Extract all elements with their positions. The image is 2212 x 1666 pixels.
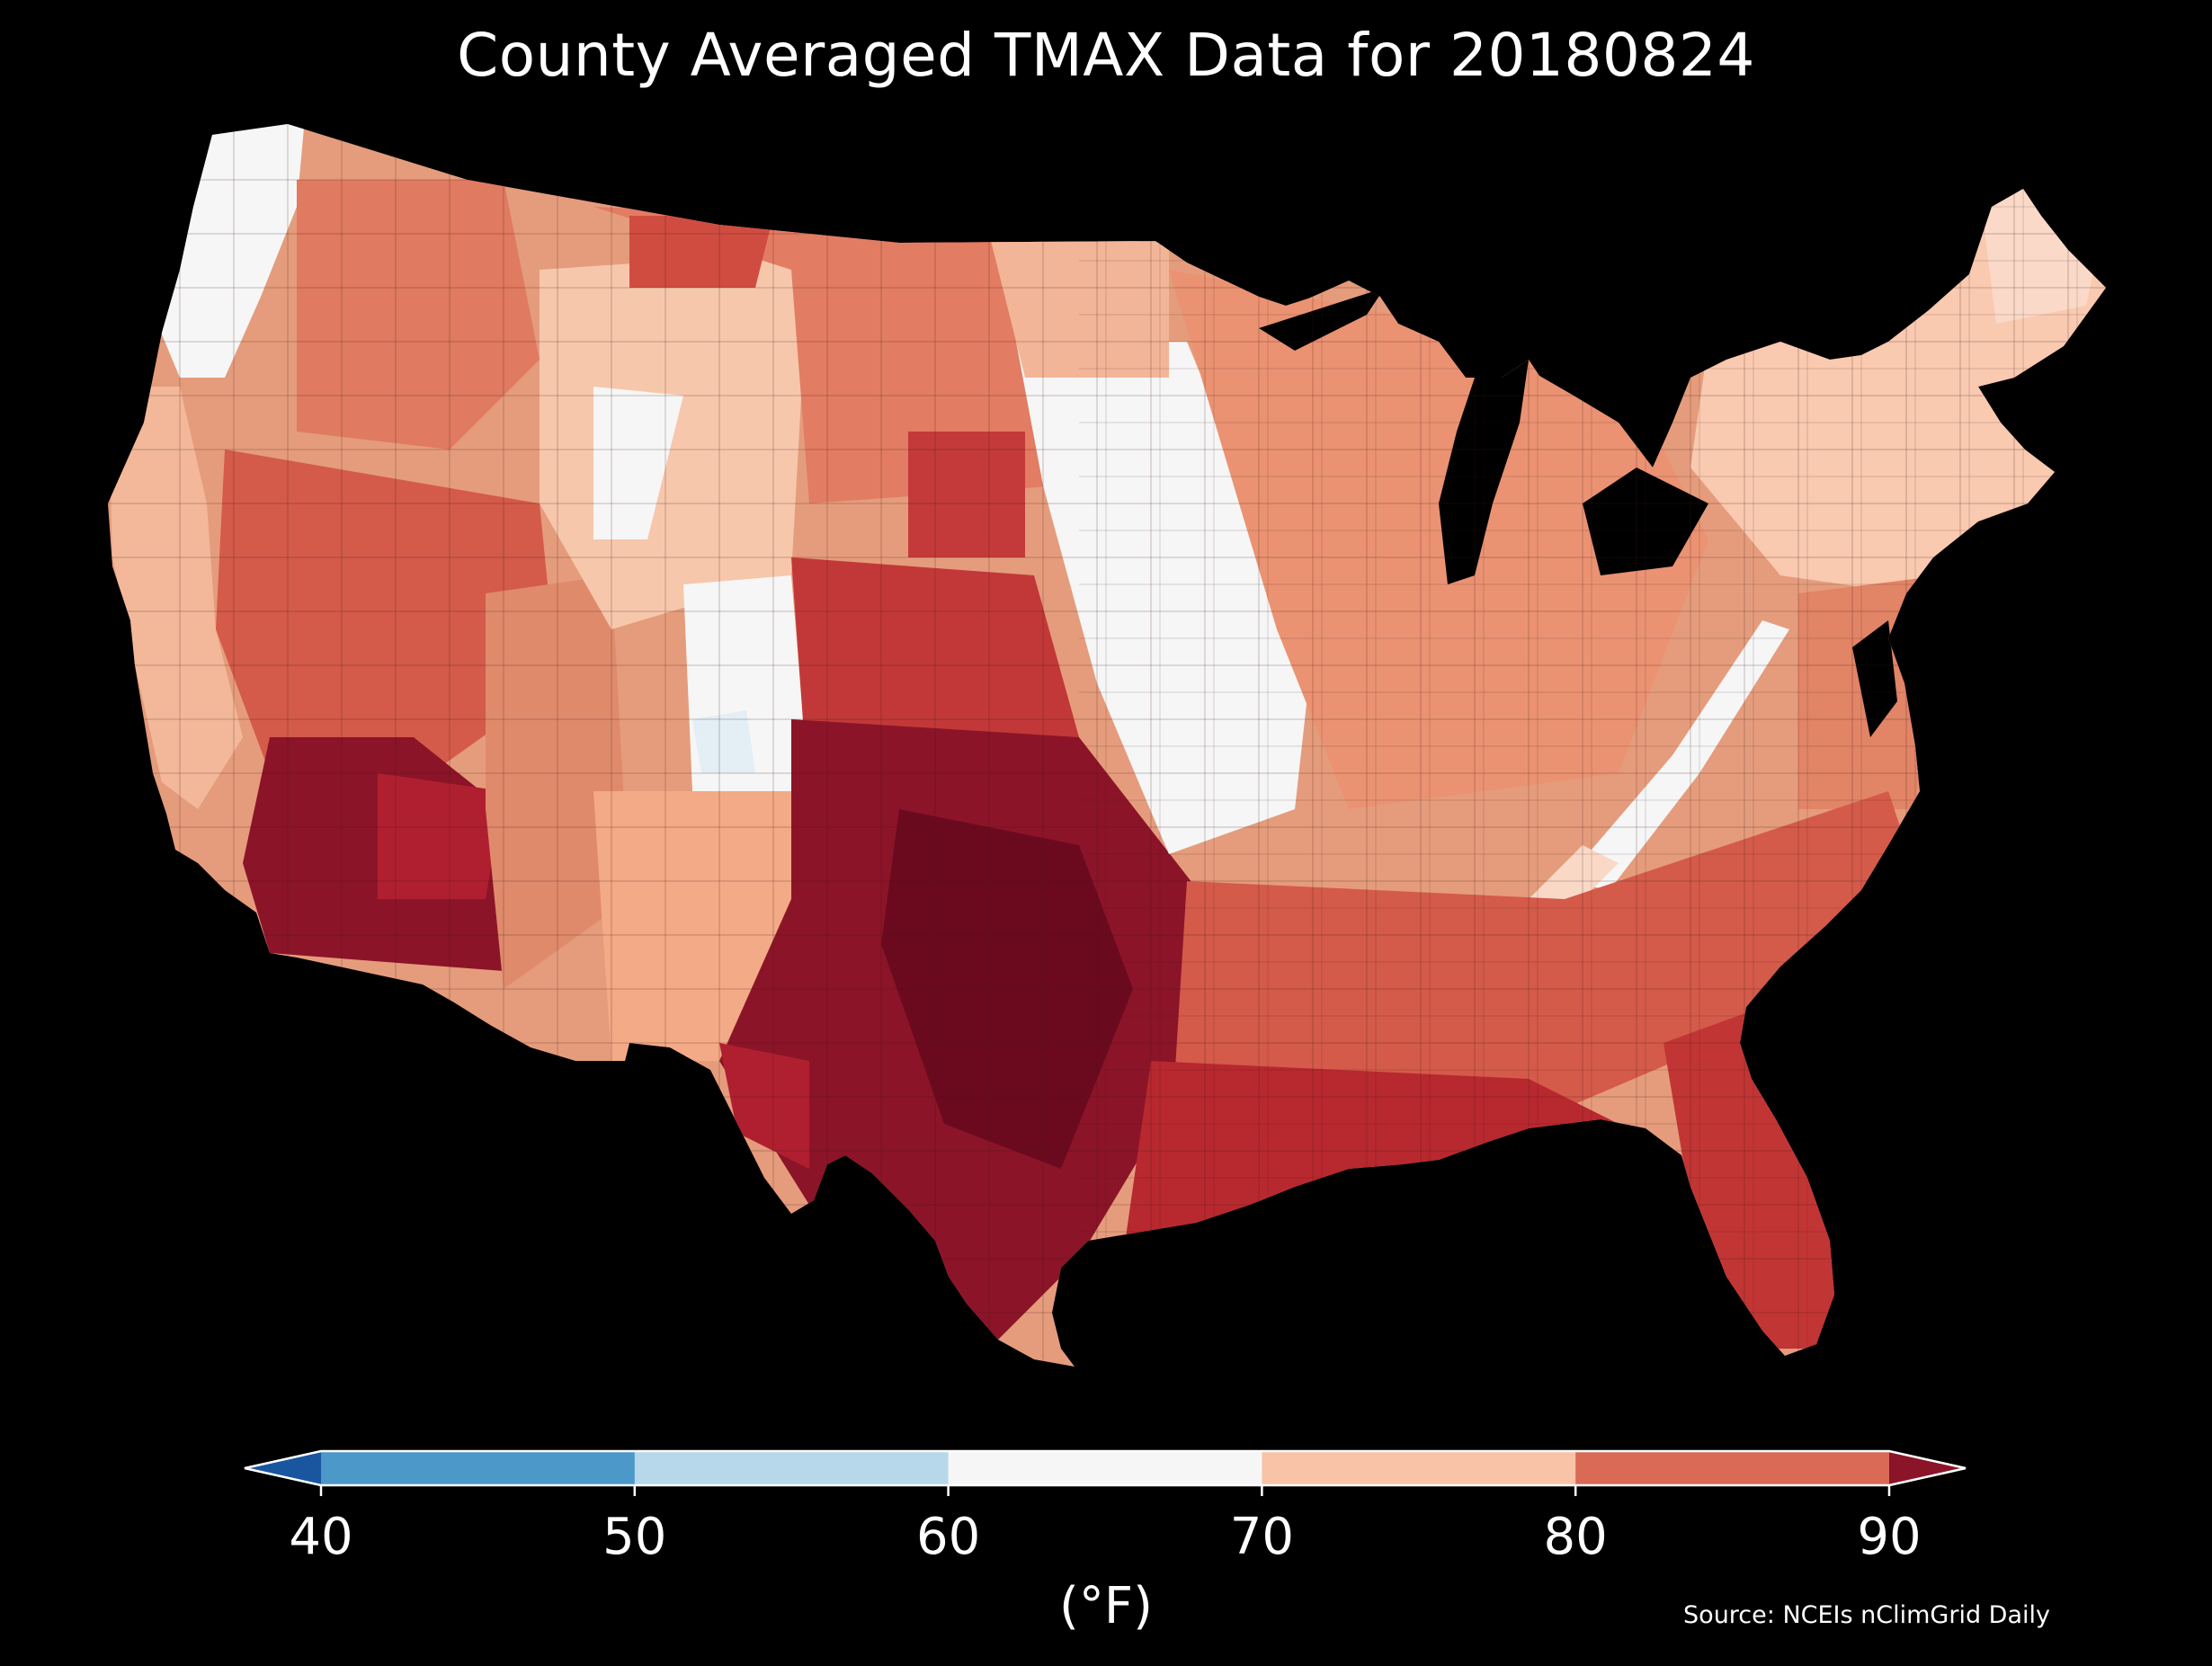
- region-nevada: [216, 450, 557, 773]
- colorbar-tick-label-50: 50: [602, 1508, 667, 1566]
- region-ca-coast: [108, 387, 243, 809]
- region-appalachians: [1565, 620, 1789, 890]
- colorbar-bin-50-60: [634, 1451, 950, 1485]
- region-interior-nw: [297, 180, 540, 450]
- colorbar-bin-60-70: [948, 1451, 1262, 1485]
- region-great-lakes: [1169, 270, 1708, 809]
- chesapeake-bay: [1852, 620, 1897, 737]
- colorbar-tick-label-90: 90: [1857, 1508, 1922, 1566]
- region-colorado-high: [692, 710, 755, 773]
- colorbar-tick-label-40: 40: [289, 1508, 353, 1566]
- region-arizona-west: [378, 773, 504, 899]
- colorbar-tick-label-80: 80: [1543, 1508, 1608, 1566]
- lake-michigan: [1439, 360, 1529, 584]
- map-title: County Averaged TMAX Data for 20180824: [457, 21, 1755, 90]
- region-gulf-coast: [1124, 1061, 1619, 1250]
- region-montana-hot: [629, 216, 773, 288]
- region-northern-plains: [593, 207, 1061, 503]
- region-big-bend: [719, 1043, 809, 1169]
- colorbar-bin-80-90: [1575, 1451, 1890, 1485]
- lake-superior: [1259, 288, 1385, 351]
- colorbar-unit-label: (°F): [1059, 1577, 1153, 1635]
- region-minnesota-north: [989, 234, 1169, 378]
- colorbar-bin-70-80: [1262, 1451, 1576, 1485]
- lake-erie-huron: [1583, 468, 1708, 575]
- region-arizona-utah: [486, 575, 629, 989]
- region-florida: [1663, 1007, 1843, 1349]
- colorbar-tick-label-60: 60: [915, 1508, 981, 1566]
- colorbar-tick-label-70: 70: [1229, 1508, 1295, 1566]
- region-sd-hot: [908, 432, 1025, 557]
- region-yellowstone: [593, 387, 683, 539]
- region-texas-core: [881, 809, 1133, 1169]
- colorbar-bin-40-50: [321, 1451, 636, 1485]
- source-note: Source: NCEIs nClimGrid Daily: [1683, 1601, 2050, 1629]
